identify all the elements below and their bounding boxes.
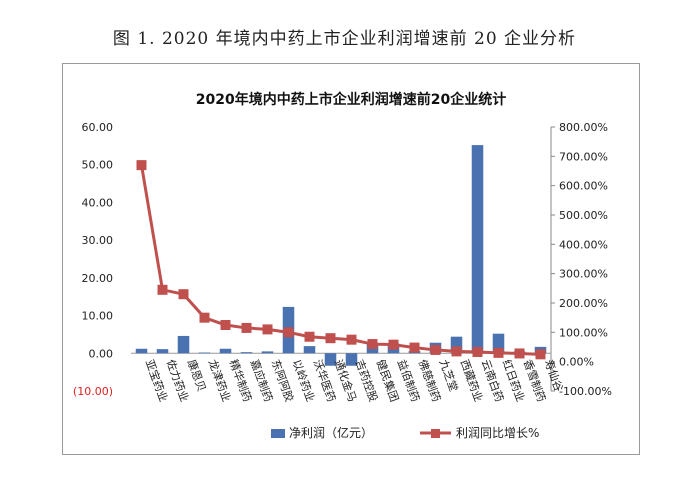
growth-marker xyxy=(178,289,189,300)
right-tick-label: 800.00% xyxy=(559,121,608,134)
left-tick-label: (10.00) xyxy=(73,385,113,398)
growth-marker xyxy=(304,331,315,342)
growth-marker xyxy=(346,334,357,345)
growth-marker xyxy=(262,324,273,335)
growth-marker xyxy=(241,322,252,333)
legend-bar-swatch xyxy=(271,429,285,438)
chart-axes: (10.00) 0.00 10.00 20.00 30.00 40.00 50.00 60.0… xyxy=(73,121,612,398)
profit-bar xyxy=(240,352,253,354)
legend-line-marker xyxy=(431,429,440,438)
right-tick-label: 500.00% xyxy=(559,209,608,222)
right-tick-label: 700.00% xyxy=(559,150,608,163)
right-tick-label: 200.00% xyxy=(559,297,608,310)
profit-bar xyxy=(303,346,316,354)
legend-line-label: 利润同比增长% xyxy=(456,426,539,440)
right-tick-label: 300.00% xyxy=(559,268,608,281)
growth-marker xyxy=(451,346,462,357)
growth-marker xyxy=(367,339,378,350)
profit-bar xyxy=(471,145,484,354)
line-series xyxy=(136,160,546,360)
left-tick-label: 10.00 xyxy=(82,310,114,323)
growth-marker xyxy=(325,333,336,344)
chart-legend: 净利润（亿元） 利润同比增长% xyxy=(271,425,539,440)
profit-bar xyxy=(450,336,463,354)
right-tick-label: 0.00% xyxy=(559,356,594,369)
right-tick-label: -100.00% xyxy=(559,385,612,398)
left-tick-label: 50.00 xyxy=(82,159,114,172)
profit-bar xyxy=(177,335,190,354)
right-tick-label: 100.00% xyxy=(559,326,608,339)
growth-marker xyxy=(157,284,168,295)
left-tick-label: 40.00 xyxy=(82,196,114,209)
chart-title: 2020年境内中药上市企业利润增速前20企业统计 xyxy=(196,91,506,108)
growth-marker xyxy=(409,342,420,353)
profit-bar xyxy=(156,349,169,354)
right-tick-label: 600.00% xyxy=(559,180,608,193)
left-tick-label: 30.00 xyxy=(82,234,114,247)
left-tick-label: 0.00 xyxy=(89,347,114,360)
profit-bar xyxy=(219,348,232,354)
profit-bar xyxy=(345,353,358,366)
growth-marker xyxy=(472,346,483,357)
right-tick-label: 400.00% xyxy=(559,238,608,251)
category-label: 九芝堂 xyxy=(437,358,461,393)
growth-marker xyxy=(199,312,210,323)
growth-marker xyxy=(136,160,147,171)
category-label: 康恩贝 xyxy=(185,358,209,394)
growth-marker xyxy=(430,344,441,355)
left-tick-label: 20.00 xyxy=(82,272,114,285)
figure-caption: 图 1. 2020 年境内中药上市企业利润增速前 20 企业分析 xyxy=(112,29,577,49)
legend-bar-label: 净利润（亿元） xyxy=(289,425,373,440)
growth-marker xyxy=(220,320,231,330)
bar-series xyxy=(135,145,547,366)
growth-marker xyxy=(388,339,399,350)
profit-bar xyxy=(492,333,505,354)
profit-bar xyxy=(135,348,148,354)
left-tick-label: 60.00 xyxy=(82,121,114,134)
combo-chart: 2020年境内中药上市企业利润增速前20企业统计 (10.00) 0.00 10.0… xyxy=(73,91,612,440)
growth-marker xyxy=(514,348,525,359)
growth-marker xyxy=(535,349,546,360)
profit-bar xyxy=(198,352,211,354)
category-labels: 亚宝药业佐力药业康恩贝龙津药业精华制药嘉应制药东阿阿胶以岭药业沃华医药通化金马吉… xyxy=(143,358,566,404)
chart-frame: 2020年境内中药上市企业利润增速前20企业统计 (10.00) 0.00 10.0… xyxy=(62,63,640,455)
growth-marker xyxy=(283,327,294,338)
profit-bar xyxy=(324,353,337,366)
growth-marker xyxy=(493,347,504,358)
profit-bar xyxy=(261,351,274,354)
